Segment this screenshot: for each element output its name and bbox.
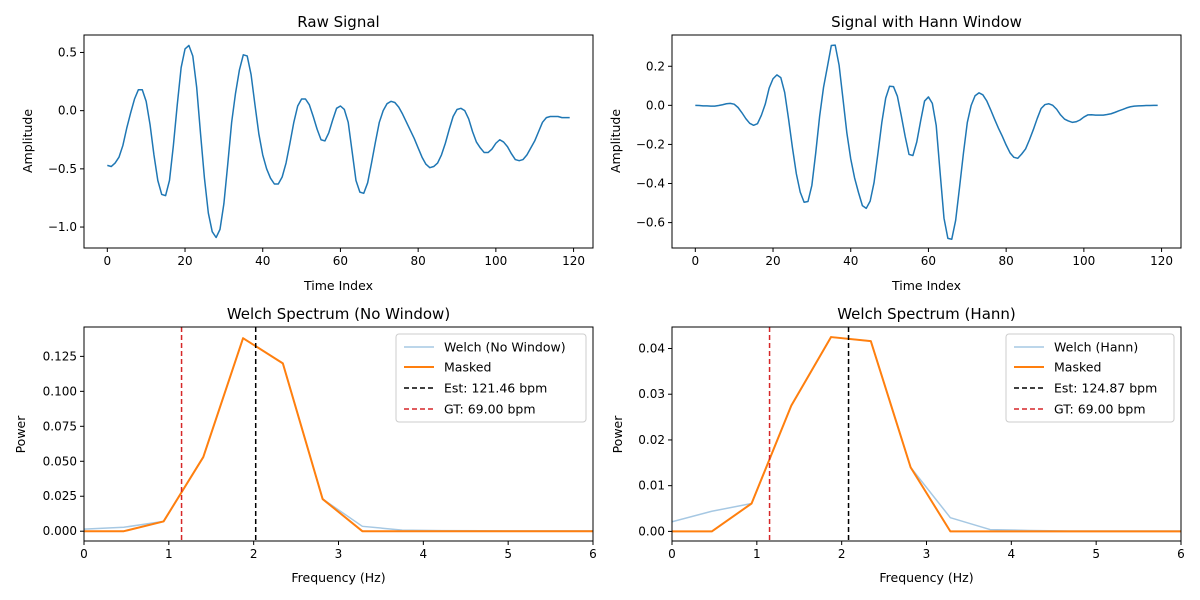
- x-tick-label: 4: [1008, 547, 1016, 561]
- x-tick-label: 120: [1150, 254, 1173, 268]
- x-tick-label: 60: [921, 254, 936, 268]
- legend-label-masked: Masked: [444, 360, 491, 375]
- y-tick-label: −0.4: [636, 177, 665, 191]
- legend-label-est: Est: 121.46 bpm: [444, 381, 547, 396]
- y-tick-label: −0.6: [636, 216, 665, 230]
- y-tick-label: 0.100: [43, 384, 77, 398]
- x-tick-label: 6: [589, 547, 597, 561]
- x-tick-label: 1: [753, 547, 761, 561]
- axes-frame: [671, 34, 1182, 249]
- y-tick-label: 0.000: [43, 524, 77, 538]
- x-tick-label: 5: [504, 547, 512, 561]
- legend-label-welch: Welch (Hann): [1054, 340, 1138, 355]
- x-tick-label: 40: [843, 254, 858, 268]
- x-tick-label: 2: [250, 547, 258, 561]
- legend-label-gt: GT: 69.00 bpm: [1054, 402, 1146, 417]
- x-axis-label: Time Index: [891, 278, 961, 293]
- y-tick-label: 0.04: [638, 341, 665, 355]
- y-tick-label: 0.025: [43, 489, 77, 503]
- y-tick-label: 0.125: [43, 349, 77, 363]
- plot-area: 0 1 2 3 4 5 6 0.00 0.01 0.02 0.03 0.04: [638, 326, 1185, 561]
- y-tick-label: 0.050: [43, 454, 77, 468]
- y-tick-label: −0.5: [48, 162, 77, 176]
- chart-title: Signal with Hann Window: [831, 13, 1022, 31]
- x-tick-label: 120: [562, 254, 585, 268]
- x-tick-label: 5: [1092, 547, 1100, 561]
- data-layer: [695, 44, 1158, 240]
- data-layer: [107, 44, 570, 239]
- y-tick-label: 0.01: [638, 479, 665, 493]
- series-line-masked: [84, 337, 593, 533]
- y-tick-label: 0.02: [638, 433, 665, 447]
- data-layer: [84, 327, 593, 541]
- x-tick-label: 20: [765, 254, 780, 268]
- x-tick-label: 0: [691, 254, 699, 268]
- x-axis-label: Frequency (Hz): [879, 570, 973, 585]
- subplot-welch-no-window: 0 1 2 3 4 5 6 0.000 0.025 0.050 0.075 0.100 0.125 We…: [13, 305, 597, 585]
- y-tick-label: 0.2: [646, 59, 665, 73]
- plot-area: 0 20 40 60 80 100 120 −0.6 −0.4 −0.2 0.0 0.2: [636, 34, 1182, 268]
- legend-label-welch: Welch (No Window): [444, 340, 566, 355]
- y-tick-label: 0.0: [58, 104, 77, 118]
- x-axis-label: Frequency (Hz): [291, 570, 385, 585]
- y-tick-label: 0.03: [638, 387, 665, 401]
- subplot-hann-signal: 0 20 40 60 80 100 120 −0.6 −0.4 −0.2 0.0 0.2 Signal…: [608, 13, 1182, 293]
- x-tick-label: 3: [335, 547, 343, 561]
- y-axis-label: Power: [13, 415, 28, 454]
- y-axis-label: Amplitude: [608, 109, 623, 173]
- plot-area: 0 20 40 60 80 100 120 −1.0 −0.5 0.0 0.5: [48, 34, 594, 268]
- legend-label-est: Est: 124.87 bpm: [1054, 381, 1157, 396]
- series-line-masked: [672, 336, 1181, 533]
- chart-title: Raw Signal: [297, 13, 379, 31]
- x-tick-label: 80: [999, 254, 1014, 268]
- x-tick-label: 80: [411, 254, 426, 268]
- x-axis-label: Time Index: [303, 278, 373, 293]
- subplot-raw-signal: 0 20 40 60 80 100 120 −1.0 −0.5 0.0 0.5 Raw Signal…: [20, 13, 594, 293]
- series-line: [107, 44, 570, 239]
- chart-title: Welch Spectrum (Hann): [837, 305, 1016, 323]
- y-tick-label: −0.2: [636, 137, 665, 151]
- legend: Welch (Hann) Masked Est: 124.87 bpm GT: …: [1005, 333, 1175, 423]
- x-tick-label: 40: [255, 254, 270, 268]
- series-line: [695, 44, 1158, 240]
- y-tick-label: 0.075: [43, 419, 77, 433]
- y-tick-label: 0.0: [646, 98, 665, 112]
- y-tick-label: 0.00: [638, 524, 665, 538]
- chart-title: Welch Spectrum (No Window): [227, 305, 450, 323]
- legend: Welch (No Window) Masked Est: 121.46 bpm…: [395, 333, 587, 423]
- y-axis-label: Power: [610, 415, 625, 454]
- y-tick-label: 0.5: [58, 45, 77, 59]
- x-tick-label: 3: [923, 547, 931, 561]
- x-tick-label: 2: [838, 547, 846, 561]
- plot-area: 0 1 2 3 4 5 6 0.000 0.025 0.050 0.075 0.100 0.125: [43, 326, 597, 561]
- x-tick-label: 20: [177, 254, 192, 268]
- legend-frame: [1005, 333, 1175, 423]
- legend-label-masked: Masked: [1054, 360, 1101, 375]
- y-tick-label: −1.0: [48, 220, 77, 234]
- data-layer: [672, 327, 1181, 541]
- y-axis-label: Amplitude: [20, 109, 35, 173]
- x-tick-label: 0: [80, 547, 88, 561]
- axes-frame: [83, 34, 594, 249]
- x-tick-label: 100: [1072, 254, 1095, 268]
- x-tick-label: 100: [484, 254, 507, 268]
- legend-frame: [395, 333, 587, 423]
- x-tick-label: 0: [103, 254, 111, 268]
- x-tick-label: 60: [333, 254, 348, 268]
- x-tick-label: 6: [1177, 547, 1185, 561]
- subplot-welch-hann: 0 1 2 3 4 5 6 0.00 0.01 0.02 0.03 0.04 Welch Spectr…: [610, 305, 1185, 585]
- legend-label-gt: GT: 69.00 bpm: [444, 402, 536, 417]
- x-tick-label: 0: [668, 547, 676, 561]
- x-tick-label: 4: [420, 547, 428, 561]
- x-tick-label: 1: [165, 547, 173, 561]
